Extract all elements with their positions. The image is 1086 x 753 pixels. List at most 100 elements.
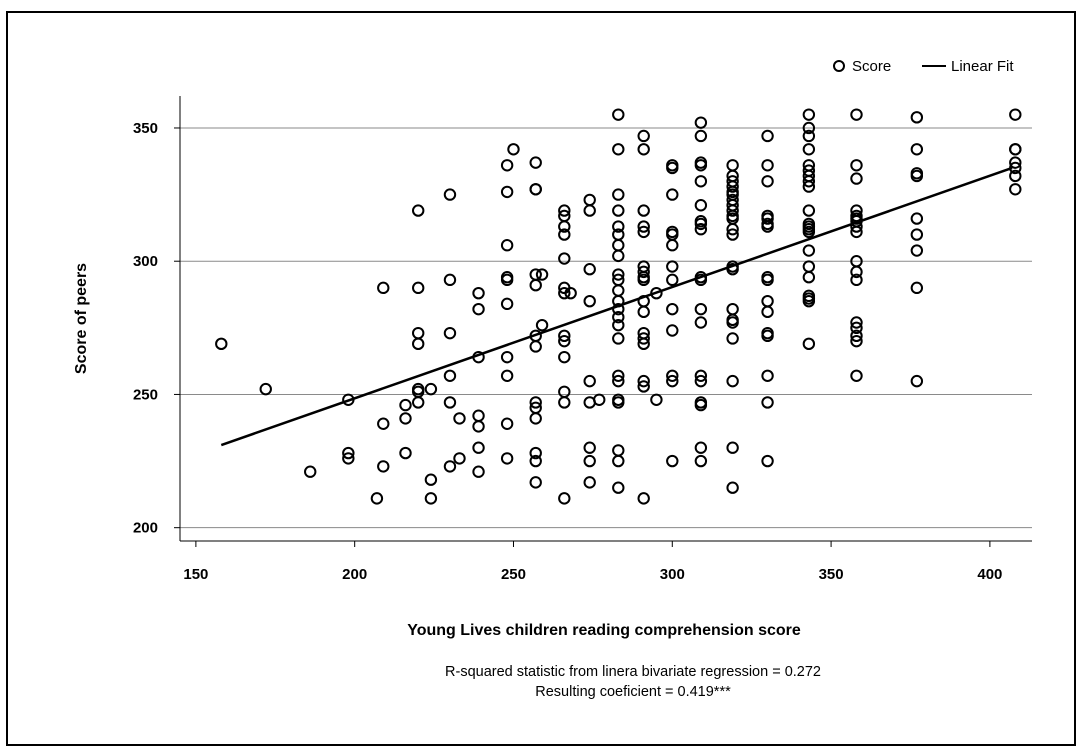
- score-point: [612, 143, 625, 156]
- score-point: [443, 460, 457, 473]
- score-point: [726, 332, 739, 345]
- score-point: [726, 302, 739, 316]
- linear-fit: [220, 166, 1013, 447]
- score-point: [666, 369, 679, 382]
- score-point: [612, 318, 625, 332]
- score-point: [215, 337, 228, 351]
- x-tick-label-350: 350: [819, 566, 844, 583]
- score-point: [910, 228, 924, 241]
- x-tick-label-200: 200: [342, 566, 367, 583]
- score-point: [529, 183, 542, 196]
- y-axis-title: Score of peers: [73, 263, 90, 374]
- score-point: [637, 129, 650, 143]
- score-point: [694, 369, 708, 382]
- score-point: [802, 143, 816, 156]
- score-point: [761, 396, 774, 409]
- score-point: [726, 223, 739, 236]
- score-point: [761, 220, 774, 233]
- score-point: [500, 185, 514, 199]
- score-point: [726, 316, 739, 329]
- score-point: [666, 273, 679, 287]
- score-point: [666, 188, 679, 201]
- score-point: [910, 111, 924, 124]
- x-tick-label-150: 150: [183, 566, 208, 583]
- score-point: [529, 340, 542, 353]
- score-point: [1009, 169, 1022, 183]
- score-point: [370, 492, 384, 505]
- score-point: [472, 302, 485, 316]
- score-point: [612, 284, 625, 297]
- score-point: [535, 318, 549, 332]
- score-point: [761, 294, 774, 308]
- score-point: [558, 286, 571, 300]
- score-point: [802, 294, 816, 308]
- score-point: [850, 316, 863, 329]
- score-point: [583, 193, 596, 207]
- score-point: [558, 350, 571, 364]
- score-point: [694, 175, 708, 188]
- score-point: [612, 369, 625, 382]
- score-point: [850, 369, 863, 382]
- score-point: [500, 369, 514, 382]
- score-point: [802, 180, 816, 193]
- score-point: [726, 441, 739, 454]
- score-point: [583, 263, 596, 276]
- score-point: [850, 225, 863, 239]
- score-point: [802, 337, 816, 351]
- score-point: [666, 161, 679, 175]
- score-point: [612, 268, 625, 281]
- score-point: [666, 260, 679, 273]
- score-point: [558, 220, 571, 233]
- score-point: [424, 473, 438, 486]
- score-point: [304, 465, 317, 478]
- score-point: [910, 374, 924, 388]
- score-point: [637, 225, 650, 239]
- score-point: [1009, 143, 1022, 156]
- score-point: [399, 398, 412, 412]
- score-point: [443, 396, 457, 409]
- score-point: [612, 249, 625, 263]
- score-point: [377, 460, 390, 473]
- score-point: [637, 374, 650, 388]
- legend: Score Linear Fit: [833, 58, 1014, 75]
- score-point: [612, 444, 625, 457]
- score-point: [726, 228, 739, 241]
- score-point: [650, 393, 663, 406]
- score-point: [726, 159, 739, 172]
- y-tick-label-200: 200: [133, 520, 158, 537]
- y-tick-label-300: 300: [133, 253, 158, 270]
- score-point: [612, 310, 625, 324]
- score-point: [761, 329, 774, 343]
- score-point: [583, 476, 596, 489]
- score-point: [443, 326, 457, 340]
- score-point: [850, 321, 863, 335]
- score-point: [694, 316, 708, 329]
- score-point: [802, 175, 816, 188]
- score-point: [612, 454, 625, 468]
- score-point: [583, 374, 596, 388]
- score-point: [694, 223, 708, 236]
- score-point: [694, 116, 708, 129]
- score-point: [500, 159, 514, 172]
- y-tick-label-350: 350: [133, 120, 158, 137]
- score-point: [558, 329, 571, 343]
- score-point: [453, 452, 466, 465]
- score-point: [558, 228, 571, 241]
- score-points: [215, 108, 1022, 505]
- y-tick-labels: 200 250 300 350: [133, 120, 158, 537]
- score-point: [637, 204, 650, 217]
- score-point: [612, 220, 625, 233]
- score-point: [529, 446, 542, 460]
- score-point: [412, 337, 425, 351]
- score-point: [850, 329, 863, 343]
- score-point: [500, 417, 514, 430]
- score-point: [850, 265, 863, 279]
- score-point: [802, 204, 816, 217]
- score-point: [377, 281, 390, 295]
- legend-fit-label: Linear Fit: [951, 58, 1014, 75]
- score-point: [910, 143, 924, 156]
- score-point: [593, 393, 606, 406]
- score-point: [694, 217, 708, 231]
- coefficient-note: Resulting coeficient = 0.419***: [535, 684, 731, 700]
- score-point: [612, 481, 625, 494]
